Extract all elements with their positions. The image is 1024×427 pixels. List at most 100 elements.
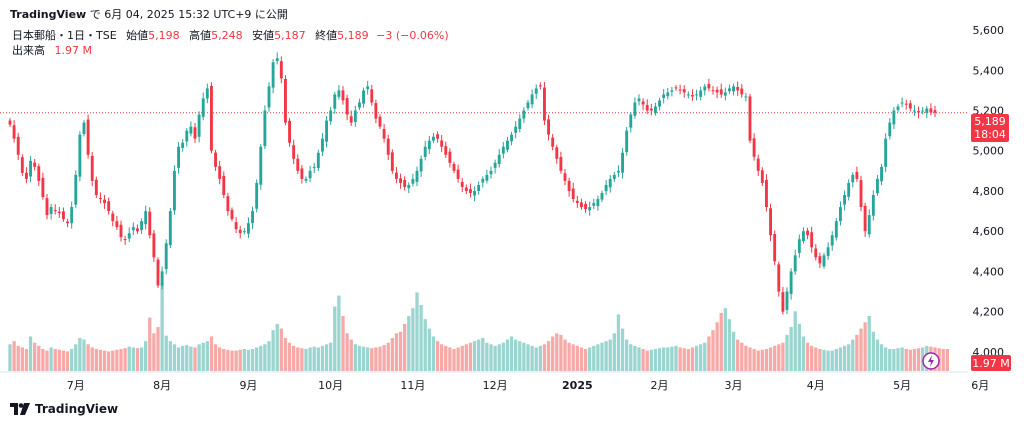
- candle: [25, 167, 28, 184]
- volume-bar: [805, 342, 810, 371]
- candle: [510, 131, 513, 146]
- candle-body: [806, 230, 809, 236]
- candle: [584, 201, 587, 214]
- candle: [473, 186, 476, 202]
- open-label: 始値: [126, 29, 149, 42]
- volume-bar: [879, 344, 884, 371]
- volume-bar: [230, 350, 234, 371]
- candle-body: [830, 235, 834, 246]
- candle-body: [218, 166, 222, 179]
- candle-body: [78, 134, 82, 177]
- candle-body: [436, 134, 439, 139]
- candle: [53, 204, 57, 215]
- volume-bar: [818, 349, 822, 371]
- y-tick-label: 4,400: [973, 265, 1005, 278]
- volume-bar: [12, 341, 16, 371]
- candle-body: [325, 120, 328, 142]
- x-axis: 7月 8月 9月 10月 11月 12月 2025 2月 3月 4月 5月 6月: [67, 379, 989, 392]
- volume-bar: [538, 345, 542, 371]
- candle-body: [66, 221, 69, 224]
- candle: [37, 163, 41, 186]
- candle-body: [904, 103, 908, 105]
- volume-bar: [226, 349, 230, 371]
- candle: [333, 91, 337, 114]
- candle: [843, 190, 846, 211]
- volume-bar: [168, 341, 172, 371]
- volume-bar: [904, 349, 908, 371]
- footer-logo[interactable]: TradingView: [10, 402, 118, 416]
- volume-bar: [41, 349, 45, 371]
- close-value: 5,189: [337, 29, 369, 42]
- candle: [571, 182, 575, 203]
- volume-bar: [435, 341, 440, 371]
- candle: [789, 268, 793, 300]
- candle-body: [308, 170, 312, 179]
- candle: [259, 144, 263, 190]
- volume-value: 1.97 M: [54, 44, 92, 57]
- candle-body: [826, 247, 830, 256]
- candle-body: [834, 221, 838, 238]
- candle: [99, 192, 102, 204]
- candle-body: [674, 87, 678, 89]
- candle-body: [407, 184, 411, 189]
- candle: [666, 87, 670, 100]
- volume-bar: [859, 328, 863, 371]
- volume-bar: [781, 342, 785, 371]
- volume-bar: [518, 341, 522, 371]
- candle-body: [814, 248, 818, 258]
- volume-bar: [793, 311, 797, 371]
- candle-body: [168, 211, 172, 246]
- candle: [131, 222, 135, 236]
- candle-body: [144, 211, 148, 225]
- volume-bar: [596, 344, 600, 371]
- candle: [695, 89, 698, 101]
- candle: [855, 166, 859, 182]
- volume-bar: [851, 339, 855, 371]
- volume-bar: [579, 347, 584, 371]
- volume-tag: 1.97 M: [971, 355, 1011, 371]
- candle: [370, 84, 374, 106]
- candle: [818, 252, 822, 269]
- y-tick-label: 5,600: [973, 24, 1005, 37]
- candle: [645, 99, 649, 114]
- volume-bar: [649, 349, 653, 371]
- candle-body: [748, 96, 752, 141]
- candle-body: [390, 152, 394, 171]
- candle-body: [608, 178, 612, 188]
- low-label: 安値: [252, 29, 275, 42]
- candle: [617, 165, 620, 177]
- candle: [489, 166, 493, 179]
- candle: [115, 215, 119, 230]
- candle: [876, 175, 879, 196]
- candle-body: [908, 103, 912, 109]
- volume-bar: [222, 349, 226, 371]
- volume-bar: [662, 347, 666, 371]
- volume-bar: [641, 349, 645, 371]
- candle-body: [695, 94, 698, 96]
- lightning-icon[interactable]: [922, 352, 940, 370]
- volume-bar: [189, 346, 193, 371]
- candle-body: [399, 178, 402, 183]
- candle-body: [288, 120, 291, 143]
- candle: [543, 81, 546, 125]
- volume-bar: [690, 347, 695, 371]
- volume-bar: [468, 342, 473, 371]
- volume-bar: [514, 339, 518, 371]
- candle-body: [707, 83, 711, 89]
- candle: [814, 244, 818, 261]
- candle-body: [789, 271, 793, 294]
- candle-body: [362, 90, 365, 104]
- candle-body: [25, 172, 28, 179]
- volume-bar: [657, 348, 662, 371]
- volume-bar: [172, 344, 177, 371]
- candle-body: [900, 102, 904, 104]
- volume-bar: [283, 338, 288, 371]
- candle-body: [514, 126, 518, 133]
- candle-body: [732, 86, 735, 92]
- symbol-label[interactable]: 日本郵船・1日・TSE: [12, 29, 117, 42]
- volume-bar: [731, 331, 736, 371]
- candle-body: [769, 208, 772, 236]
- candle-body: [374, 103, 378, 119]
- candle-body: [818, 256, 822, 264]
